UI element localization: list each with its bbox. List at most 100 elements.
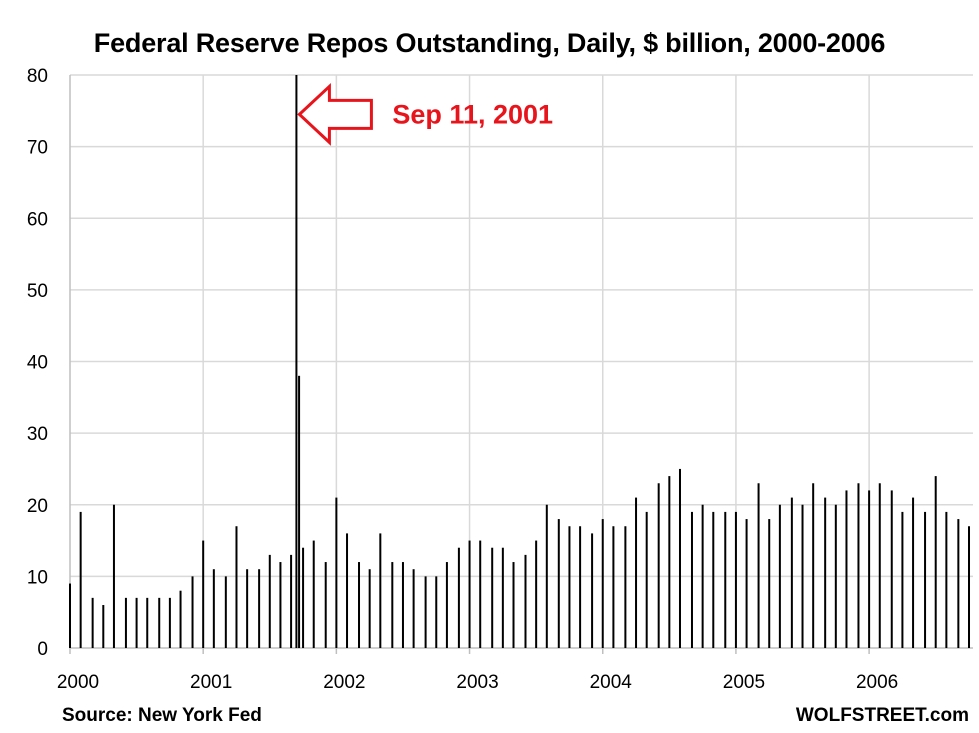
data-bar bbox=[358, 562, 361, 648]
data-bar bbox=[812, 483, 815, 648]
data-bar bbox=[901, 511, 904, 648]
data-bar bbox=[645, 511, 648, 648]
data-bar bbox=[612, 526, 615, 648]
data-bar bbox=[168, 597, 171, 648]
x-tick-label: 2001 bbox=[190, 672, 232, 693]
data-bar bbox=[401, 562, 404, 648]
data-bar bbox=[957, 519, 960, 648]
data-bar bbox=[801, 504, 804, 648]
data-bar bbox=[934, 476, 937, 648]
data-bar bbox=[235, 526, 238, 648]
data-bar bbox=[268, 554, 271, 648]
tick-labels: 0 10 20 30 40 50 60 70 80 2000 2001 2002 2003 2004 200… bbox=[27, 66, 898, 693]
data-bar bbox=[945, 511, 948, 648]
data-bar bbox=[924, 511, 927, 648]
data-bar bbox=[501, 547, 504, 648]
data-bar bbox=[258, 569, 261, 648]
x-tick-label: 2004 bbox=[590, 672, 633, 693]
data-bar bbox=[678, 468, 681, 648]
data-bar bbox=[202, 540, 205, 648]
data-bar bbox=[601, 519, 604, 648]
x-tick-label: 2000 bbox=[57, 672, 99, 693]
brand-note: WOLFSTREET.com bbox=[795, 705, 969, 726]
data-bar bbox=[857, 483, 860, 648]
data-bar bbox=[379, 533, 382, 648]
data-bar bbox=[624, 526, 627, 648]
data-bar bbox=[890, 490, 893, 648]
data-bar bbox=[768, 519, 771, 648]
y-tick-label: 50 bbox=[27, 281, 48, 302]
data-bar bbox=[457, 547, 460, 648]
annotation-layer: Sep 11, 2001 bbox=[297, 82, 553, 146]
data-bar bbox=[179, 590, 182, 648]
chart-title: Federal Reserve Repos Outstanding, Daily… bbox=[93, 28, 886, 58]
data-bar bbox=[135, 597, 138, 648]
y-tick-label: 70 bbox=[27, 138, 48, 159]
data-bar bbox=[635, 497, 638, 648]
data-bar bbox=[868, 490, 871, 648]
y-tick-label: 20 bbox=[27, 496, 48, 517]
x-tick-label: 2002 bbox=[323, 672, 365, 693]
data-bar bbox=[790, 497, 793, 648]
data-bar bbox=[524, 554, 527, 648]
x-tick-label: 2006 bbox=[856, 672, 898, 693]
data-bar bbox=[224, 576, 227, 648]
data-bar bbox=[246, 569, 249, 648]
data-bar bbox=[668, 476, 671, 648]
data-bar bbox=[324, 562, 327, 648]
data-bar bbox=[591, 533, 594, 648]
data-bar bbox=[878, 483, 881, 648]
y-tick-label: 40 bbox=[27, 353, 48, 374]
data-bar bbox=[312, 540, 315, 648]
data-bar bbox=[701, 504, 704, 648]
data-bar bbox=[757, 483, 760, 648]
y-tick-label: 80 bbox=[27, 66, 48, 87]
data-bar bbox=[579, 526, 582, 648]
data-bar bbox=[295, 75, 298, 648]
data-bar bbox=[279, 562, 282, 648]
x-tick-label: 2005 bbox=[723, 672, 765, 693]
data-bar bbox=[512, 562, 515, 648]
data-bar bbox=[146, 597, 149, 648]
y-tick-label: 60 bbox=[27, 209, 48, 230]
data-bar bbox=[734, 511, 737, 648]
data-bar bbox=[568, 526, 571, 648]
data-bar bbox=[191, 576, 194, 648]
source-note: Source: New York Fed bbox=[62, 705, 262, 726]
data-bar bbox=[298, 375, 301, 648]
data-bar bbox=[479, 540, 482, 648]
data-bar bbox=[124, 597, 127, 648]
data-bar bbox=[102, 605, 105, 648]
bar-series bbox=[69, 75, 971, 648]
data-bar bbox=[491, 547, 494, 648]
data-bar bbox=[346, 533, 349, 648]
y-tick-label: 10 bbox=[27, 567, 48, 588]
data-bar bbox=[657, 483, 660, 648]
data-bar bbox=[212, 569, 215, 648]
data-bar bbox=[778, 504, 781, 648]
x-tick-label: 2003 bbox=[456, 672, 498, 693]
data-bar bbox=[368, 569, 371, 648]
data-bar bbox=[545, 504, 548, 648]
y-tick-label: 30 bbox=[27, 424, 48, 445]
data-bar bbox=[845, 490, 848, 648]
data-bar bbox=[424, 576, 427, 648]
data-bar bbox=[535, 540, 538, 648]
data-bar bbox=[158, 597, 161, 648]
data-bar bbox=[335, 497, 338, 648]
data-bar bbox=[745, 519, 748, 648]
data-bar bbox=[445, 562, 448, 648]
data-bar bbox=[557, 519, 560, 648]
data-bar bbox=[968, 526, 971, 648]
y-tick-label: 0 bbox=[37, 639, 48, 660]
data-bar bbox=[468, 540, 471, 648]
data-bar bbox=[690, 511, 693, 648]
annotation-label: Sep 11, 2001 bbox=[392, 99, 553, 129]
data-bar bbox=[112, 504, 115, 648]
data-bar bbox=[69, 583, 71, 648]
axes bbox=[69, 75, 973, 654]
data-bar bbox=[834, 504, 837, 648]
data-bar bbox=[435, 576, 438, 648]
data-bar bbox=[290, 554, 293, 648]
